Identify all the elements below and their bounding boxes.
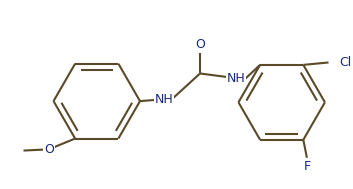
Text: O: O <box>44 143 54 156</box>
Text: F: F <box>303 160 311 173</box>
Text: NH: NH <box>155 93 173 106</box>
Text: O: O <box>195 38 205 51</box>
Text: NH: NH <box>227 72 245 85</box>
Text: Cl: Cl <box>339 56 352 69</box>
